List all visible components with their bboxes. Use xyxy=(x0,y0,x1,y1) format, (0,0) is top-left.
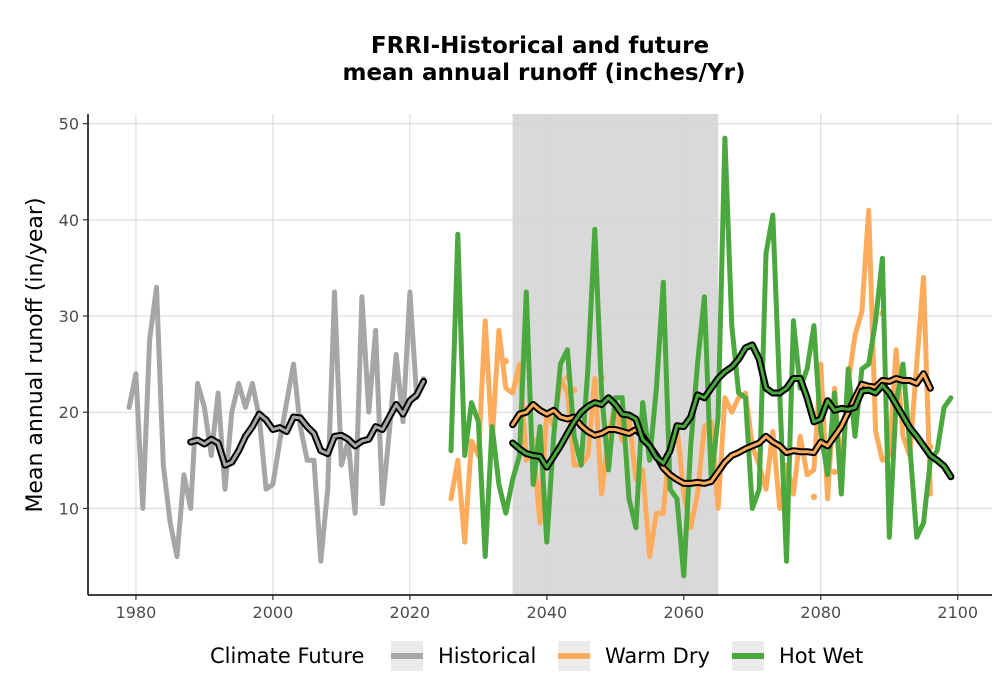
series-line-hot-wet xyxy=(448,135,954,579)
x-tick-label: 2000 xyxy=(253,603,294,622)
y-tick-label: 20 xyxy=(59,403,79,422)
smooth-line-warm-dry xyxy=(511,372,932,485)
x-tick-label: 1980 xyxy=(116,603,157,622)
x-tick-label: 2100 xyxy=(937,603,978,622)
legend-label-warm-dry: Warm Dry xyxy=(605,644,710,668)
legend-label-hot-wet: Hot Wet xyxy=(779,644,863,668)
legend-item-historical: Historical xyxy=(391,641,536,671)
axis-ticks: 1980 2000 2020 2040 2060 2080 2100 10 20 30 40 50 xyxy=(59,115,978,622)
legend-title: Climate Future xyxy=(210,644,364,668)
legend-item-hot-wet: Hot Wet xyxy=(732,641,863,671)
series-lines xyxy=(126,135,955,579)
y-tick-label: 50 xyxy=(59,115,79,134)
y-tick-label: 40 xyxy=(59,211,79,230)
legend-item-warm-dry: Warm Dry xyxy=(558,641,710,671)
chart-title-line1: FRRI-Historical and future xyxy=(371,33,709,59)
chart-title-line2: mean annual runoff (inches/Yr) xyxy=(342,60,745,86)
x-tick-label: 2020 xyxy=(390,603,431,622)
y-tick-label: 10 xyxy=(59,499,79,518)
point-warm-dry xyxy=(831,468,838,476)
point-warm-dry xyxy=(502,358,509,365)
x-tick-label: 2080 xyxy=(800,603,841,622)
smooth-line-historical xyxy=(189,379,426,467)
x-tick-label: 2060 xyxy=(663,603,704,622)
y-axis-title: Mean annual runoff (in/year) xyxy=(23,197,48,512)
series-line-historical xyxy=(126,284,427,564)
plot-area: 1980 2000 2020 2040 2060 2080 2100 10 20 30 40 50 xyxy=(59,114,992,622)
legend-label-historical: Historical xyxy=(438,644,536,668)
x-tick-label: 2040 xyxy=(526,603,567,622)
point-warm-dry xyxy=(810,493,818,501)
y-tick-label: 30 xyxy=(59,307,79,326)
legend: Climate Future Historical Warm Dry Hot W… xyxy=(210,641,863,671)
smooth-line-hot-wet xyxy=(511,343,953,479)
